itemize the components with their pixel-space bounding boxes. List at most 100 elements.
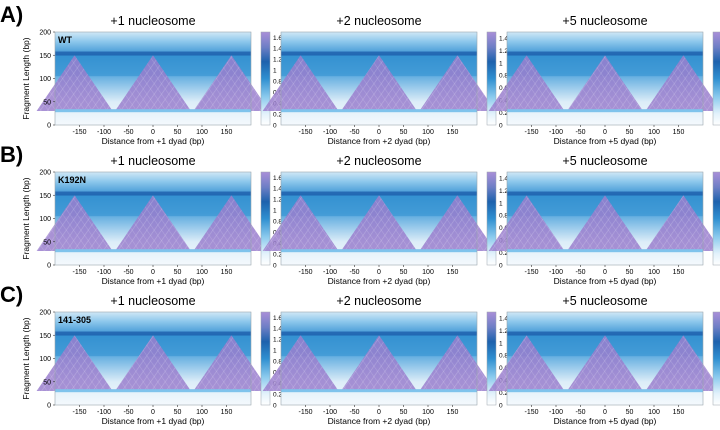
x-tick-label: 100	[648, 269, 660, 276]
heatmap-panel: +5 nucleosome -150 -100 -50 0 50 100 150 Distanc…	[488, 294, 720, 426]
colorbar-tick-label: 0.2	[273, 251, 282, 258]
x-tick-label: 150	[673, 269, 685, 276]
colorbar-tick-label: 1	[499, 340, 503, 347]
v-shape-texture	[488, 195, 565, 252]
v-shape-texture	[115, 335, 191, 392]
colorbar	[260, 31, 271, 126]
colorbar-tick-label: 0.8	[499, 73, 508, 80]
heatmap-ridge	[55, 51, 251, 56]
x-tick-label: -50	[575, 129, 585, 136]
x-tick-label: 100	[196, 129, 208, 136]
v-shape-texture	[488, 335, 565, 392]
panel-title: +2 nucleosome	[336, 14, 421, 28]
x-tick-label: -150	[524, 269, 538, 276]
colorbar-tick-label: 1.4	[499, 176, 508, 183]
x-tick-label: 150	[673, 409, 685, 416]
heatmap-ridge	[55, 331, 251, 336]
colorbar-tick-label: 0	[499, 262, 503, 269]
x-tick-label: 100	[196, 269, 208, 276]
colorbar-tick-label: 1	[273, 68, 277, 75]
heatmap-ridge	[55, 191, 251, 196]
x-tick-label: 0	[151, 269, 155, 276]
x-tick-label: 50	[400, 409, 408, 416]
x-tick-label: 50	[626, 129, 634, 136]
x-tick-label: -50	[575, 269, 585, 276]
colorbar-tick-label: 1	[273, 348, 277, 355]
v-shape-texture	[115, 55, 191, 112]
x-tick-label: -100	[97, 269, 111, 276]
v-shape-texture	[36, 335, 113, 392]
panel-title: +5 nucleosome	[562, 294, 647, 308]
heatmap-short-fragment-band	[507, 109, 703, 113]
y-axis-label: Fragment Length (bp)	[21, 177, 31, 259]
v-shape-texture	[262, 195, 339, 252]
heatmap-short-fragment-band	[55, 389, 251, 393]
colorbar-tick-label: 0.2	[499, 250, 508, 257]
x-tick-label: 0	[603, 269, 607, 276]
colorbar-tick-label: 0	[499, 402, 503, 409]
v-shape-texture	[193, 335, 270, 392]
y-tick-label: 150	[39, 193, 51, 200]
heatmap-short-fragment-band	[507, 389, 703, 393]
colorbar-tick-label: 1.2	[273, 337, 282, 344]
colorbar-tick-label: 1.2	[499, 188, 508, 195]
x-tick-label: 100	[422, 129, 434, 136]
x-tick-label: 50	[174, 409, 182, 416]
x-tick-label: -150	[72, 269, 86, 276]
heatmap-ridge	[507, 331, 703, 336]
colorbar-tick-label: 0.2	[273, 111, 282, 118]
colorbar-tick-label: 1.4	[273, 326, 282, 333]
colorbar-tick-label: 0.8	[273, 219, 282, 226]
colorbar-tick-label: 0.8	[499, 353, 508, 360]
y-tick-label: 100	[39, 356, 51, 363]
colorbar	[712, 311, 720, 406]
x-tick-label: 0	[603, 409, 607, 416]
colorbar-tick-label: 1	[273, 208, 277, 215]
colorbar-tick-label: 1.6	[273, 315, 282, 322]
x-tick-label: -150	[298, 269, 312, 276]
v-shape-texture	[567, 195, 643, 252]
y-tick-label: 200	[39, 170, 51, 177]
heatmap-panel: +5 nucleosome -150 -100 -50 0 50 100 150 Distanc…	[488, 154, 720, 286]
heatmap-panel: +2 nucleosome-150 -100 -50 0 50 100 150Distanc…	[262, 154, 508, 286]
colorbar-tick-label: 0	[273, 262, 277, 269]
x-tick-label: -150	[524, 129, 538, 136]
v-shape-texture	[262, 335, 339, 392]
heatmap-ridge	[281, 191, 477, 196]
v-shape-texture	[193, 195, 270, 252]
colorbar-tick-label: 1.4	[273, 186, 282, 193]
y-tick-label: 100	[39, 76, 51, 83]
x-tick-label: 100	[648, 129, 660, 136]
colorbar-tick-label: 0.6	[499, 365, 508, 372]
x-tick-label: 50	[174, 129, 182, 136]
x-tick-label: -50	[349, 129, 359, 136]
x-tick-label: -100	[549, 129, 563, 136]
row-label: B)	[0, 142, 23, 167]
y-tick-label: 0	[47, 403, 51, 410]
panel-title: +1 nucleosome	[110, 154, 195, 168]
panel-title: +5 nucleosome	[562, 154, 647, 168]
v-shape-texture	[488, 55, 565, 112]
heatmap-panel: +2 nucleosome-150 -100 -50 0 50 100 150Distanc…	[262, 294, 508, 426]
x-tick-label: 50	[626, 409, 634, 416]
y-axis-label: Fragment Length (bp)	[21, 37, 31, 119]
heatmap-short-fragment-band	[55, 109, 251, 113]
v-shape-texture	[419, 195, 496, 252]
x-axis-label: Distance from +2 dyad (bp)	[328, 276, 431, 286]
heatmap-short-fragment-band	[507, 249, 703, 253]
x-tick-label: 150	[221, 269, 233, 276]
v-shape-texture	[419, 55, 496, 112]
colorbar-tick-label: 0.2	[273, 391, 282, 398]
x-tick-label: -150	[72, 129, 86, 136]
panel-title: +1 nucleosome	[110, 14, 195, 28]
colorbar-tick-label: 0.8	[499, 213, 508, 220]
colorbar	[260, 171, 271, 266]
x-tick-label: -100	[97, 409, 111, 416]
colorbar-tick-label: 1	[499, 60, 503, 67]
x-tick-label: -50	[349, 409, 359, 416]
colorbar-tick-label: 1	[499, 200, 503, 207]
x-tick-label: 100	[422, 269, 434, 276]
